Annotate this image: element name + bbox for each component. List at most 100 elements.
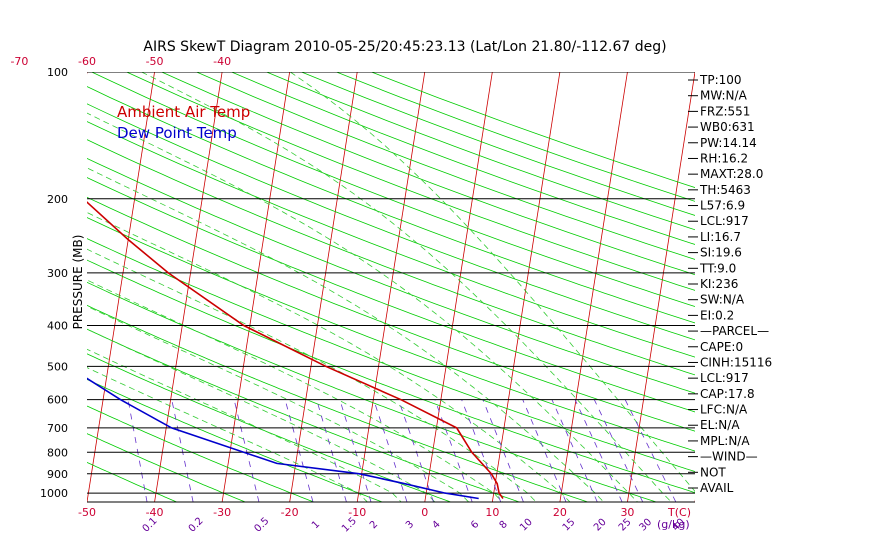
index-label: RH:16.2 <box>700 151 748 165</box>
mixing-ratio-tick-label: 3 <box>404 519 416 531</box>
pressure-tick-label: 300 <box>47 267 68 280</box>
index-label: EL:N/A <box>700 418 740 432</box>
isotherm-line <box>491 72 561 502</box>
temp-tick-label: -50 <box>78 506 96 519</box>
top-temp-tick-label: -50 <box>146 55 164 68</box>
temp-tick-label: -20 <box>281 506 299 519</box>
dry-adiabat-line <box>87 378 383 502</box>
x-axis-unit-label: T(C) <box>667 506 691 519</box>
dry-adiabat-line <box>87 353 451 502</box>
mixing-ratio-tick-label: 20 <box>592 517 609 534</box>
mixing-ratio-tick-label: 30 <box>637 517 654 534</box>
dry-adiabat-line <box>87 86 695 324</box>
index-label: —PARCEL— <box>700 324 769 338</box>
mixing-ratio-tick-label: 25 <box>617 517 634 534</box>
mixing-ratio-tick-label: 8 <box>498 519 510 531</box>
temp-tick-label: -40 <box>146 506 164 519</box>
pressure-tick-label: 800 <box>47 446 68 459</box>
isotherm-line <box>0 72 19 502</box>
dry-adiabat-line <box>87 259 695 494</box>
top-temp-tick-label: -70 <box>10 55 28 68</box>
dry-adiabat-line <box>91 72 695 307</box>
moist-adiabat-line <box>87 328 436 502</box>
dry-adiabat-line <box>87 103 695 341</box>
legend-dew-point-temp: Dew Point Temp <box>117 124 237 142</box>
pressure-tick-label: 1000 <box>40 487 68 500</box>
dry-adiabat-line <box>87 405 314 502</box>
index-label: TP:100 <box>699 73 742 87</box>
mixing-ratio-tick-label: 0.5 <box>253 516 272 535</box>
index-label: LFC:N/A <box>700 403 748 417</box>
dry-adiabat-line <box>87 433 246 502</box>
index-label: EI:0.2 <box>700 308 734 322</box>
y-axis-label: PRESSURE (MB) <box>71 235 85 330</box>
index-label: NOT <box>700 465 726 479</box>
mixing-ratio-line <box>574 399 623 502</box>
mixing-ratio-line <box>233 399 260 502</box>
ambient-air-temp-trace <box>87 201 504 499</box>
mixing-ratio-line <box>316 399 347 502</box>
top-temp-tick-label: -60 <box>78 55 96 68</box>
dry-adiabat-line <box>231 72 695 245</box>
mixing-ratio-line <box>171 399 194 502</box>
temp-tick-label: -30 <box>213 506 231 519</box>
index-label: SW:N/A <box>700 293 745 307</box>
index-label: CAP:17.8 <box>700 387 755 401</box>
dry-adiabat-line <box>87 281 657 502</box>
mixing-ratio-line <box>551 399 598 502</box>
index-label: TT:9.0 <box>699 261 736 275</box>
pressure-tick-label: 400 <box>47 320 68 333</box>
dry-adiabat-line <box>126 72 695 291</box>
dry-adiabat-line <box>266 72 695 231</box>
mixing-ratio-line <box>127 399 148 502</box>
temp-tick-label: 0 <box>421 506 428 519</box>
moist-adiabat-line <box>87 167 605 502</box>
temp-tick-label: -10 <box>348 506 366 519</box>
dry-adiabat-line <box>161 72 695 276</box>
moist-adiabat-line <box>87 279 503 502</box>
chart-title: AIRS SkewT Diagram 2010-05-25/20:45:23.1… <box>143 39 666 55</box>
mixing-ratio-line <box>522 399 567 502</box>
temp-tick-label: 30 <box>620 506 634 519</box>
index-label: KI:236 <box>700 277 738 291</box>
mixing-ratio-tick-label: 2 <box>368 519 380 531</box>
index-label: LCL:917 <box>700 214 749 228</box>
legend-ambient-air-temp: Ambient Air Temp <box>117 103 250 121</box>
mixing-ratio-tick-label: 6 <box>469 519 481 531</box>
trace-layer <box>87 201 504 500</box>
top-temp-tick-label: -40 <box>213 55 231 68</box>
pressure-tick-label: 700 <box>47 422 68 435</box>
mixing-ratio-tick-label: 15 <box>561 517 578 534</box>
pressure-tick-label: 200 <box>47 193 68 206</box>
index-label: PW:14.14 <box>700 136 757 150</box>
moist-adiabat-line <box>87 248 537 502</box>
moist-adiabat-line <box>87 112 638 502</box>
dry-adiabat-line <box>87 157 695 394</box>
mixing-ratio-line <box>624 399 677 502</box>
isotherm-line <box>559 72 628 502</box>
index-label: WB0:631 <box>700 120 755 134</box>
index-label: TH:5463 <box>699 183 751 197</box>
index-label: MW:N/A <box>700 89 748 103</box>
dry-adiabat-line <box>371 72 695 189</box>
index-label: LI:16.7 <box>700 230 741 244</box>
pressure-tick-label: 500 <box>47 360 68 373</box>
legend: Ambient Air Temp Dew Point Temp <box>117 103 250 142</box>
index-label: —WIND— <box>700 450 758 464</box>
isotherm-line <box>87 72 155 502</box>
dry-adiabat-line <box>87 304 588 502</box>
dry-adiabat-line <box>336 72 695 202</box>
moist-adiabat-line <box>290 72 695 493</box>
index-label: LCL:917 <box>700 371 749 385</box>
dry-adiabat-line <box>87 121 695 358</box>
index-label: SI:19.6 <box>700 246 742 260</box>
moist-adiabat-line <box>87 212 571 502</box>
mixing-ratio-tick-label: 1 <box>310 519 322 531</box>
dry-adiabat-line <box>87 196 695 432</box>
pressure-tick-label: 900 <box>47 468 68 481</box>
dry-adiabat-line <box>87 328 520 502</box>
index-label: AVAIL <box>700 481 734 495</box>
dry-adiabat-line <box>87 177 695 413</box>
